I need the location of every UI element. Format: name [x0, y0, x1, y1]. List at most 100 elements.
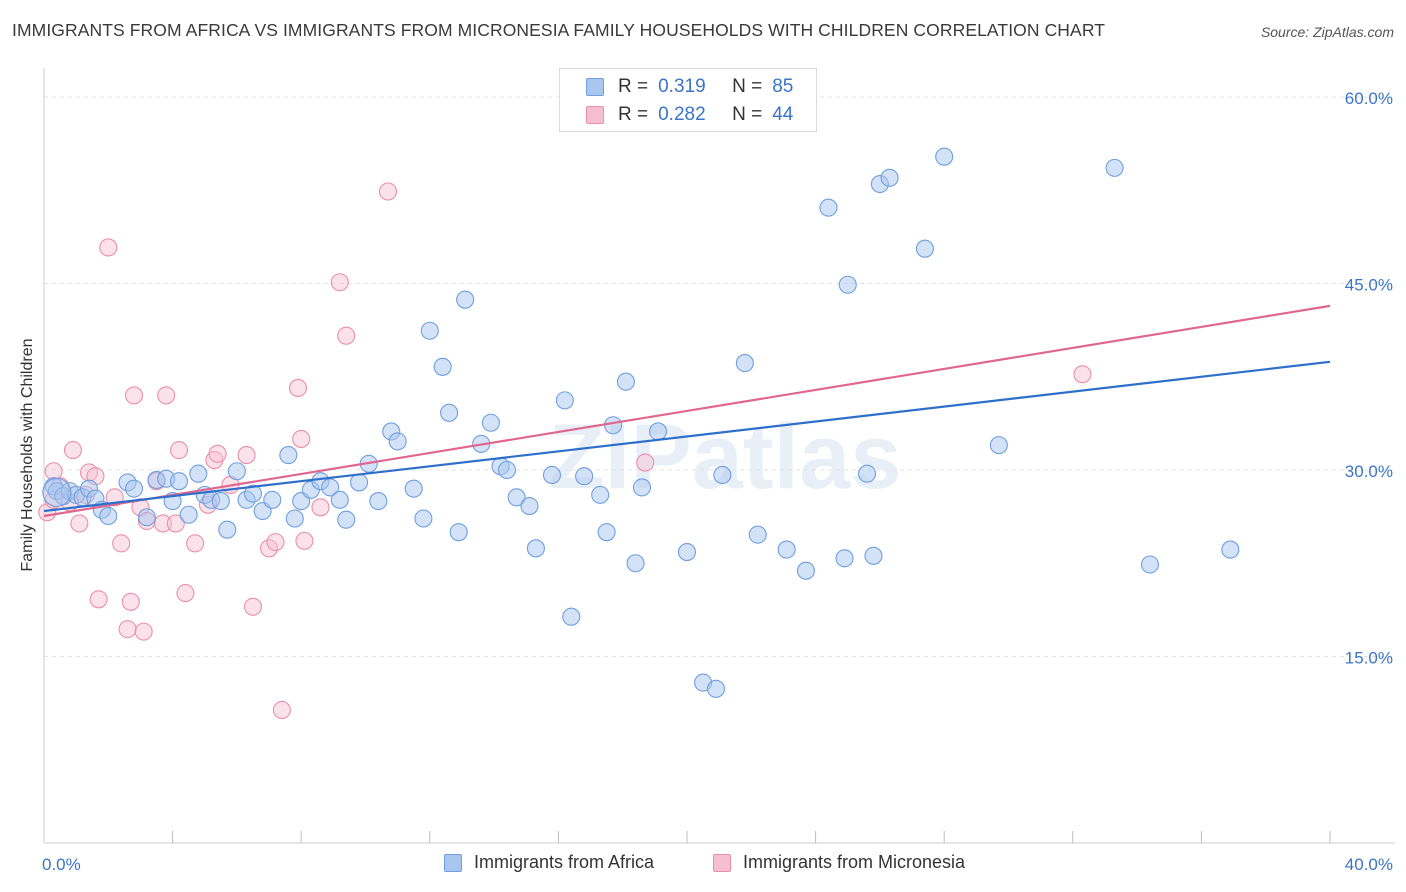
source-label: Source: ZipAtlas.com [1260, 24, 1394, 40]
legend-row-micronesia: R = 0.282 N = 44 [586, 104, 794, 125]
micronesia-point [337, 326, 356, 345]
micronesia-point [63, 441, 82, 460]
micronesia-point [124, 386, 144, 405]
africa-point [481, 413, 500, 432]
africa-point [42, 477, 72, 507]
micronesia-trendline [43, 304, 1331, 518]
africa-point [735, 354, 754, 373]
legend-label-micronesia: Immigrants from Micronesia [743, 852, 966, 872]
africa-point [915, 239, 934, 258]
micronesia-point [330, 273, 349, 292]
africa-swatch [444, 853, 462, 872]
legend-row-africa: R = 0.319 N = 85 [586, 76, 794, 97]
africa-point [616, 372, 635, 391]
micronesia-point [186, 534, 205, 553]
y-tick-label: 45.0% [1345, 276, 1393, 295]
africa-point [713, 465, 732, 485]
legend-label-africa: Immigrants from Africa [474, 852, 655, 872]
micronesia-point [311, 498, 330, 517]
micronesia-point [208, 444, 227, 463]
africa-point [507, 488, 526, 507]
micronesia-point [134, 622, 153, 641]
africa-point [677, 543, 697, 562]
micronesia-point [292, 429, 311, 448]
africa-point [520, 497, 539, 516]
legend-item-africa: Immigrants from Africa [444, 852, 654, 873]
africa-point [218, 520, 237, 539]
africa-point [562, 607, 581, 626]
micronesia-point [121, 592, 140, 611]
tick-labels: 15.0% 30.0% 45.0% 60.0% 0.0% 40.0% [42, 89, 1393, 874]
n-value: 85 [772, 76, 794, 97]
micronesia-point [243, 597, 263, 616]
africa-point [1140, 555, 1160, 574]
africa-point [414, 509, 433, 528]
africa-point [189, 464, 208, 483]
africa-point [279, 446, 298, 465]
africa-swatch [586, 78, 604, 96]
x-tick-label: 40.0% [1345, 855, 1393, 874]
africa-point [649, 422, 668, 441]
africa-point [935, 147, 954, 166]
micronesia-point [89, 590, 108, 609]
africa-point [542, 465, 562, 485]
micronesia-point [70, 514, 89, 533]
axes [43, 68, 1395, 844]
africa-point [350, 473, 369, 492]
r-label: R = [618, 76, 649, 97]
africa-point [591, 485, 610, 504]
africa-point [835, 549, 854, 568]
n-value: 44 [772, 104, 794, 125]
africa-point [838, 275, 857, 294]
micronesia-point [166, 514, 185, 533]
africa-point [404, 479, 423, 498]
micronesia-point [636, 453, 655, 472]
micronesia-swatch [586, 106, 604, 124]
africa-point [604, 416, 623, 435]
stats-legend: R = 0.319 N = 85 R = 0.282 N = 44 [559, 68, 817, 132]
r-label: R = [618, 104, 649, 125]
africa-point [796, 561, 816, 580]
africa-point [227, 462, 246, 481]
africa-point [169, 472, 189, 491]
africa-point [989, 436, 1008, 455]
micronesia-point [157, 386, 176, 405]
africa-point [819, 198, 838, 217]
micronesia-point [295, 531, 314, 550]
n-label: N = [732, 104, 763, 125]
africa-point [626, 554, 645, 573]
legend-item-micronesia: Immigrants from Micronesia [713, 852, 965, 873]
africa-point [285, 509, 304, 528]
africa-point [243, 484, 263, 503]
micronesia-swatch [713, 853, 731, 872]
africa-point [99, 506, 118, 526]
africa-point [497, 460, 517, 480]
africa-point [575, 467, 594, 486]
micronesia-point [118, 620, 137, 639]
micronesia-point [272, 700, 291, 720]
micronesia-point [1073, 365, 1092, 384]
africa-point [330, 490, 349, 509]
africa-point [526, 539, 545, 558]
africa-point [433, 357, 452, 376]
r-value: 0.319 [658, 76, 706, 97]
micronesia-point [112, 534, 131, 553]
micronesia-point [153, 514, 173, 533]
micronesia-point [378, 182, 398, 201]
micronesia-point [266, 533, 285, 552]
africa-point [369, 492, 388, 511]
africa-point [880, 168, 899, 187]
africa-point [263, 490, 282, 509]
trendlines [43, 304, 1331, 518]
africa-point [864, 546, 883, 565]
africa-point [1221, 540, 1240, 559]
africa-point [1105, 158, 1124, 177]
africa-point [337, 510, 356, 529]
africa-point [456, 290, 475, 309]
y-tick-label: 30.0% [1345, 462, 1393, 481]
africa-point [211, 492, 230, 511]
r-value: 0.282 [658, 104, 706, 125]
micronesia-point [237, 446, 256, 465]
micronesia-point [288, 378, 308, 397]
